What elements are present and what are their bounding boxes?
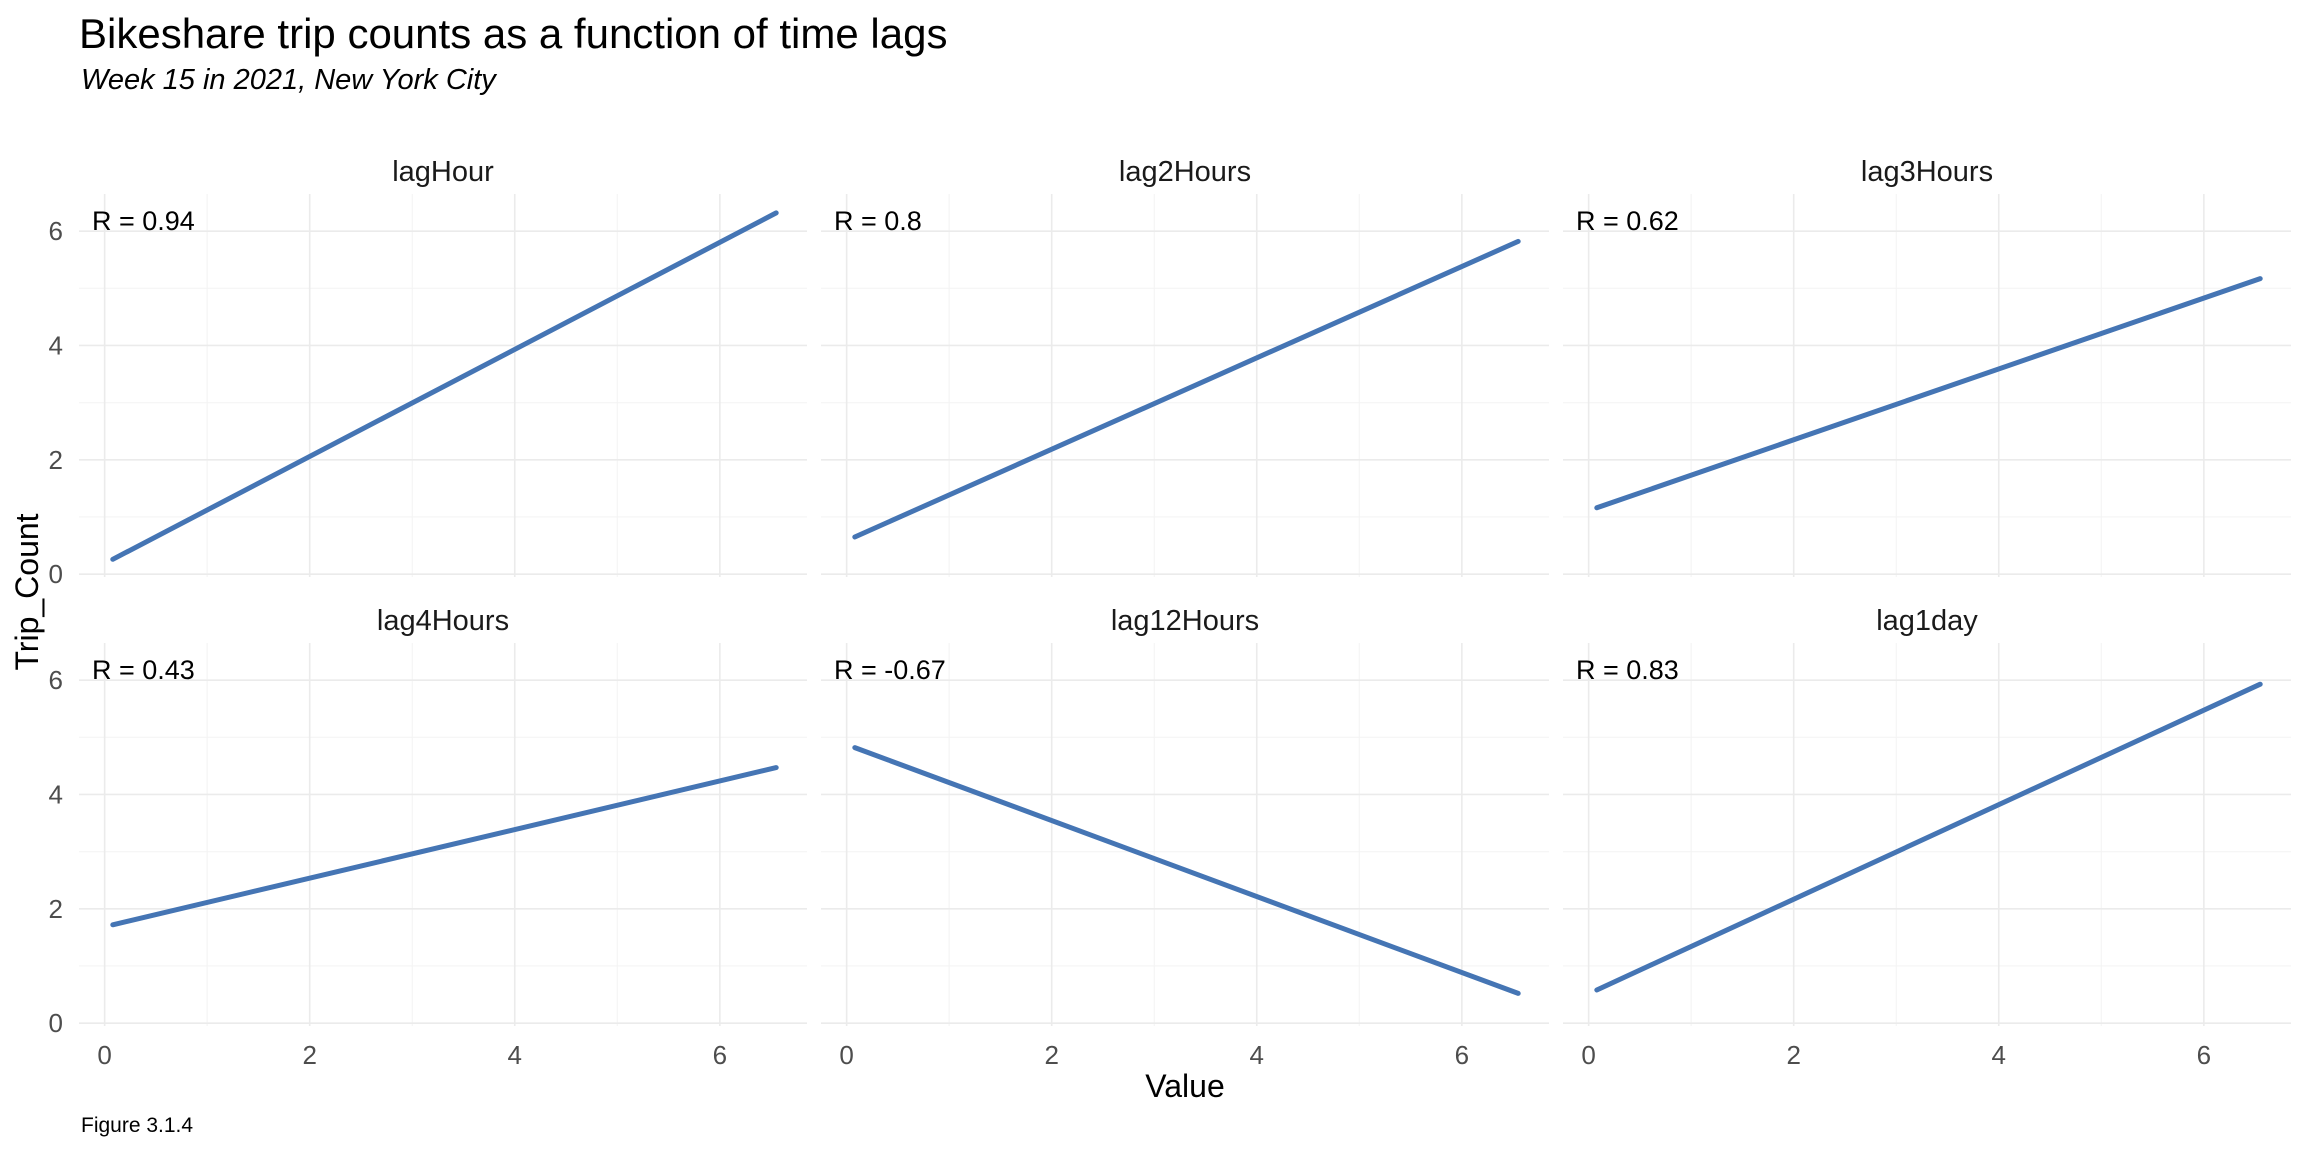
facet-panel-lagHour: lagHour R = 0.94 0 2 4 6 [49,156,807,589]
series-line-lag1day [1594,681,2263,993]
facet-title-lag12Hours: lag12Hours [1111,605,1259,637]
y-tick-label: 4 [49,330,63,360]
facet-title-lag3Hours: lag3Hours [1861,156,1993,188]
series-line-lag2Hours [852,238,1521,540]
y-tick-label: 0 [49,559,63,589]
facet-title-lag2Hours: lag2Hours [1119,156,1251,188]
y-tick-label: 6 [49,216,63,246]
y-tick-label: 0 [49,1008,63,1038]
facet-title-lag1day: lag1day [1876,605,1978,637]
correlation-label-lagHour: R = 0.94 [92,206,195,236]
correlation-label-lag12Hours: R = -0.67 [834,655,946,685]
y-tick-label: 2 [49,445,63,475]
x-tick-label: 0 [97,1040,111,1070]
y-axis-title: Trip_Count [9,513,45,670]
correlation-label-lag1day: R = 0.83 [1576,655,1679,685]
figure-caption: Figure 3.1.4 [81,1114,194,1137]
y-tick-label: 4 [49,779,63,809]
chart-subtitle: Week 15 in 2021, New York City [81,64,496,96]
x-tick-label: 6 [713,1040,727,1070]
series-line-lagHour [110,210,779,562]
x-tick-label: 4 [1250,1040,1264,1070]
series-line-lag4Hours [110,765,779,928]
facet-title-lag4Hours: lag4Hours [377,605,509,637]
x-tick-label: 6 [2197,1040,2211,1070]
x-tick-label: 4 [508,1040,522,1070]
y-tick-label: 6 [49,665,63,695]
x-tick-label: 0 [839,1040,853,1070]
y-tick-label: 2 [49,894,63,924]
x-tick-label: 2 [1786,1040,1800,1070]
correlation-label-lag2Hours: R = 0.8 [834,206,922,236]
facet-panel-lag2Hours: lag2Hours R = 0.8 [821,156,1549,577]
facet-title-lagHour: lagHour [392,156,494,188]
x-tick-label: 4 [1992,1040,2006,1070]
correlation-label-lag3Hours: R = 0.62 [1576,206,1679,236]
x-axis-title: Value [1145,1068,1224,1104]
series-line-lag12Hours [852,745,1521,996]
x-tick-label: 2 [302,1040,316,1070]
correlation-label-lag4Hours: R = 0.43 [92,655,195,685]
facet-panel-lag4Hours: lag4Hours R = 0.43 0 2 4 6 0 2 4 6 [49,605,807,1070]
x-tick-label: 6 [1455,1040,1469,1070]
series-line-lag3Hours [1594,276,2263,511]
facet-panel-lag12Hours: lag12Hours R = -0.67 0 2 4 6 [821,605,1549,1070]
x-tick-label: 0 [1581,1040,1595,1070]
chart-title: Bikeshare trip counts as a function of t… [79,10,948,57]
x-tick-label: 2 [1044,1040,1058,1070]
facet-panel-lag1day: lag1day R = 0.83 0 2 4 6 [1563,605,2291,1070]
facet-panel-lag3Hours: lag3Hours R = 0.62 [1563,156,2291,577]
